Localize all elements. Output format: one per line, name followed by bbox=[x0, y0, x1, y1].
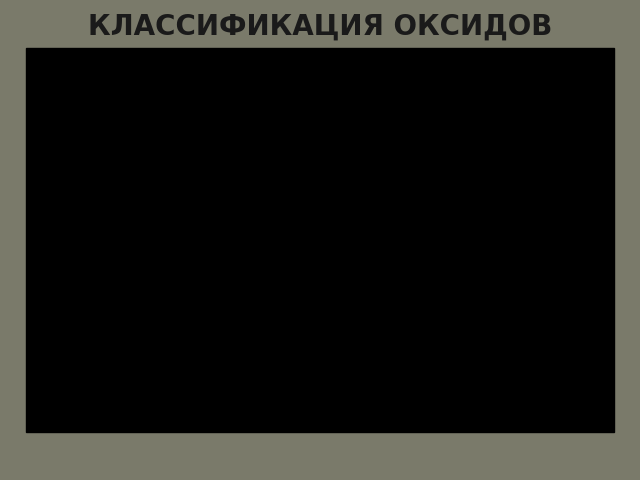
Text: КЛАССИФИКАЦИЯ ОКСИДОВ: КЛАССИФИКАЦИЯ ОКСИДОВ bbox=[88, 12, 552, 40]
Text: 2): 2) bbox=[49, 167, 70, 182]
Text: 2: 2 bbox=[129, 418, 136, 427]
Text: Ca(OH): Ca(OH) bbox=[37, 404, 102, 422]
Text: 1): 1) bbox=[302, 79, 323, 94]
Text: 2: 2 bbox=[340, 137, 347, 147]
Text: соответствуют: соответствуют bbox=[261, 333, 370, 347]
Text: Оксиды: Оксиды bbox=[61, 77, 142, 96]
Text: 3: 3 bbox=[486, 418, 493, 427]
Text: O: O bbox=[500, 278, 511, 294]
Text: H: H bbox=[467, 404, 480, 422]
Text: Солеобразующие: Солеобразующие bbox=[84, 166, 269, 184]
Text: N: N bbox=[320, 125, 330, 140]
Text: PO: PO bbox=[497, 404, 525, 422]
Text: несолеобразующие: несолеобразующие bbox=[340, 79, 516, 94]
Text: соответствуют: соответствуют bbox=[461, 333, 570, 347]
Text: соответствуют: соответствуют bbox=[31, 333, 140, 347]
Text: Амфотерные: Амфотерные bbox=[273, 231, 398, 249]
Text: 5: 5 bbox=[519, 291, 525, 300]
Text: Основания: Основания bbox=[44, 367, 137, 382]
Text: CaO: CaO bbox=[49, 278, 81, 294]
Text: 2: 2 bbox=[488, 291, 494, 300]
Text: кислоты: кислоты bbox=[479, 367, 553, 382]
Text: Кислотные: Кислотные bbox=[461, 231, 568, 249]
Text: 4: 4 bbox=[537, 418, 544, 427]
Text: O,  NO, CO: O, NO, CO bbox=[353, 125, 427, 140]
Text: P: P bbox=[467, 278, 476, 294]
Text: Основные: Основные bbox=[49, 231, 145, 249]
Text: ZnO: ZnO bbox=[291, 278, 323, 294]
